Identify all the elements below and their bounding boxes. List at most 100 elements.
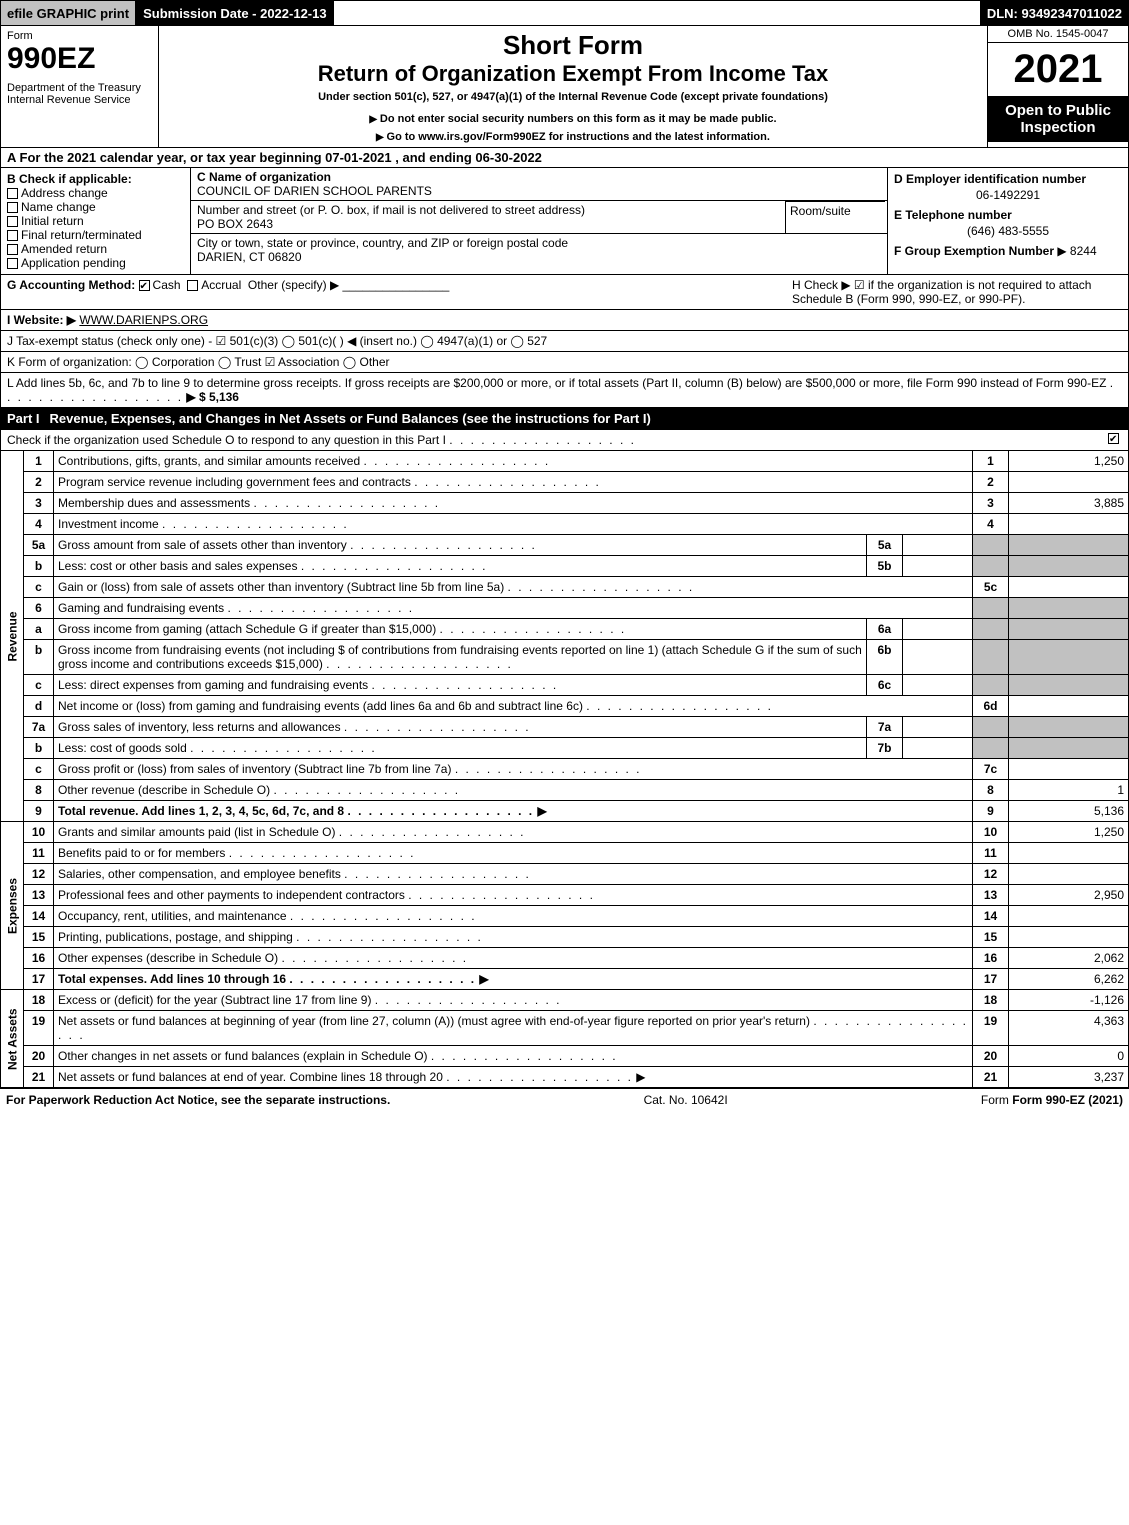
line-box-number: 7c xyxy=(973,759,1009,780)
line-description: Total revenue. Add lines 1, 2, 3, 4, 5c,… xyxy=(54,801,973,822)
line-box-number xyxy=(973,535,1009,556)
line-number: 10 xyxy=(24,822,54,843)
line-amount: 6,262 xyxy=(1009,969,1129,990)
line-number: c xyxy=(24,675,54,696)
dots-icon xyxy=(449,433,636,447)
line-box-number xyxy=(973,556,1009,577)
table-row: 9Total revenue. Add lines 1, 2, 3, 4, 5c… xyxy=(1,801,1129,822)
l-amount: ▶ $ 5,136 xyxy=(186,390,239,404)
chk-initial-return[interactable]: Initial return xyxy=(7,214,184,228)
website-link[interactable]: WWW.DARIENPS.ORG xyxy=(79,313,208,327)
group-exemption-value: ▶ 8244 xyxy=(1057,244,1096,258)
chk-address-change[interactable]: Address change xyxy=(7,186,184,200)
line-amount: 2,062 xyxy=(1009,948,1129,969)
line-description: Other revenue (describe in Schedule O) xyxy=(54,780,973,801)
column-b-checkboxes: B Check if applicable: Address change Na… xyxy=(1,168,191,274)
line-box-number xyxy=(973,717,1009,738)
omb-number: OMB No. 1545-0047 xyxy=(988,26,1128,43)
line-amount xyxy=(1009,759,1129,780)
form-number: 990EZ xyxy=(7,42,152,76)
efile-print-button[interactable]: efile GRAPHIC print xyxy=(0,0,136,26)
line-description: Total expenses. Add lines 10 through 16 … xyxy=(54,969,973,990)
line-amount xyxy=(1009,577,1129,598)
chk-final-return-label: Final return/terminated xyxy=(21,228,142,242)
form-word: Form xyxy=(7,30,152,42)
line-number: 21 xyxy=(24,1067,54,1088)
line-i-website: I Website: ▶ WWW.DARIENPS.ORG xyxy=(0,310,1129,331)
line-number: b xyxy=(24,556,54,577)
chk-address-change-label: Address change xyxy=(21,186,108,200)
part-1-schedule-o-check: Check if the organization used Schedule … xyxy=(0,430,1129,451)
line-box-number: 3 xyxy=(973,493,1009,514)
line-number: 14 xyxy=(24,906,54,927)
line-number: 6 xyxy=(24,598,54,619)
line-description: Less: direct expenses from gaming and fu… xyxy=(54,675,973,696)
group-exemption-label: F Group Exemption Number xyxy=(894,244,1054,258)
website-label: I Website: ▶ xyxy=(7,313,76,327)
c-name-label: C Name of organization xyxy=(197,170,331,184)
line-number: 18 xyxy=(24,990,54,1011)
line-number: 2 xyxy=(24,472,54,493)
line-description: Occupancy, rent, utilities, and maintena… xyxy=(54,906,973,927)
line-description: Contributions, gifts, grants, and simila… xyxy=(54,451,973,472)
section-label-na: Net Assets xyxy=(1,990,24,1088)
table-row: 13Professional fees and other payments t… xyxy=(1,885,1129,906)
instructions-link[interactable]: Go to www.irs.gov/Form990EZ for instruct… xyxy=(165,131,981,143)
table-row: 8Other revenue (describe in Schedule O) … xyxy=(1,780,1129,801)
line-description: Net income or (loss) from gaming and fun… xyxy=(54,696,973,717)
line-number: d xyxy=(24,696,54,717)
line-k-form-of-org: K Form of organization: ◯ Corporation ◯ … xyxy=(0,352,1129,373)
g-accounting-method: G Accounting Method: Cash Accrual Other … xyxy=(7,278,792,306)
table-row: Revenue1Contributions, gifts, grants, an… xyxy=(1,451,1129,472)
line-amount xyxy=(1009,556,1129,577)
l-text: L Add lines 5b, 6c, and 7b to line 9 to … xyxy=(7,376,1106,390)
line-description: Gross profit or (loss) from sales of inv… xyxy=(54,759,973,780)
line-amount xyxy=(1009,640,1129,675)
table-row: cGross profit or (loss) from sales of in… xyxy=(1,759,1129,780)
line-number: 4 xyxy=(24,514,54,535)
line-number: 9 xyxy=(24,801,54,822)
table-row: Expenses10Grants and similar amounts pai… xyxy=(1,822,1129,843)
line-box-number xyxy=(973,675,1009,696)
line-description: Membership dues and assessments xyxy=(54,493,973,514)
line-amount xyxy=(1009,738,1129,759)
line-amount: 1 xyxy=(1009,780,1129,801)
line-number: 17 xyxy=(24,969,54,990)
line-description: Gross sales of inventory, less returns a… xyxy=(54,717,973,738)
chk-accrual[interactable] xyxy=(187,280,198,291)
table-row: 3Membership dues and assessments 33,885 xyxy=(1,493,1129,514)
line-number: a xyxy=(24,619,54,640)
chk-name-change[interactable]: Name change xyxy=(7,200,184,214)
table-row: 4Investment income 4 xyxy=(1,514,1129,535)
chk-schedule-o-used[interactable] xyxy=(1108,433,1119,444)
chk-final-return[interactable]: Final return/terminated xyxy=(7,228,184,242)
footer-left: For Paperwork Reduction Act Notice, see … xyxy=(6,1093,390,1107)
warning-ssn: Do not enter social security numbers on … xyxy=(165,113,981,125)
line-amount: 0 xyxy=(1009,1046,1129,1067)
line-amount xyxy=(1009,717,1129,738)
table-row: 15Printing, publications, postage, and s… xyxy=(1,927,1129,948)
line-description: Printing, publications, postage, and shi… xyxy=(54,927,973,948)
chk-application-pending[interactable]: Application pending xyxy=(7,256,184,270)
topbar-spacer xyxy=(334,0,980,26)
cash-label: Cash xyxy=(153,278,181,292)
table-row: 19Net assets or fund balances at beginni… xyxy=(1,1011,1129,1046)
table-row: bLess: cost or other basis and sales exp… xyxy=(1,556,1129,577)
section-label-rev: Revenue xyxy=(1,451,24,822)
line-box-number: 11 xyxy=(973,843,1009,864)
line-box-number: 17 xyxy=(973,969,1009,990)
chk-amended-return[interactable]: Amended return xyxy=(7,242,184,256)
line-g-h: G Accounting Method: Cash Accrual Other … xyxy=(0,275,1129,310)
line-amount xyxy=(1009,675,1129,696)
line-description: Net assets or fund balances at beginning… xyxy=(54,1011,973,1046)
chk-initial-return-label: Initial return xyxy=(21,214,84,228)
line-description: Gaming and fundraising events xyxy=(54,598,973,619)
footer-form-no: Form 990-EZ (2021) xyxy=(1012,1093,1123,1107)
line-description: Gross income from gaming (attach Schedul… xyxy=(54,619,973,640)
line-box-number: 19 xyxy=(973,1011,1009,1046)
line-number: 12 xyxy=(24,864,54,885)
line-box-number: 12 xyxy=(973,864,1009,885)
chk-cash[interactable] xyxy=(139,280,150,291)
line-description: Investment income xyxy=(54,514,973,535)
street-label: Number and street (or P. O. box, if mail… xyxy=(197,203,585,217)
